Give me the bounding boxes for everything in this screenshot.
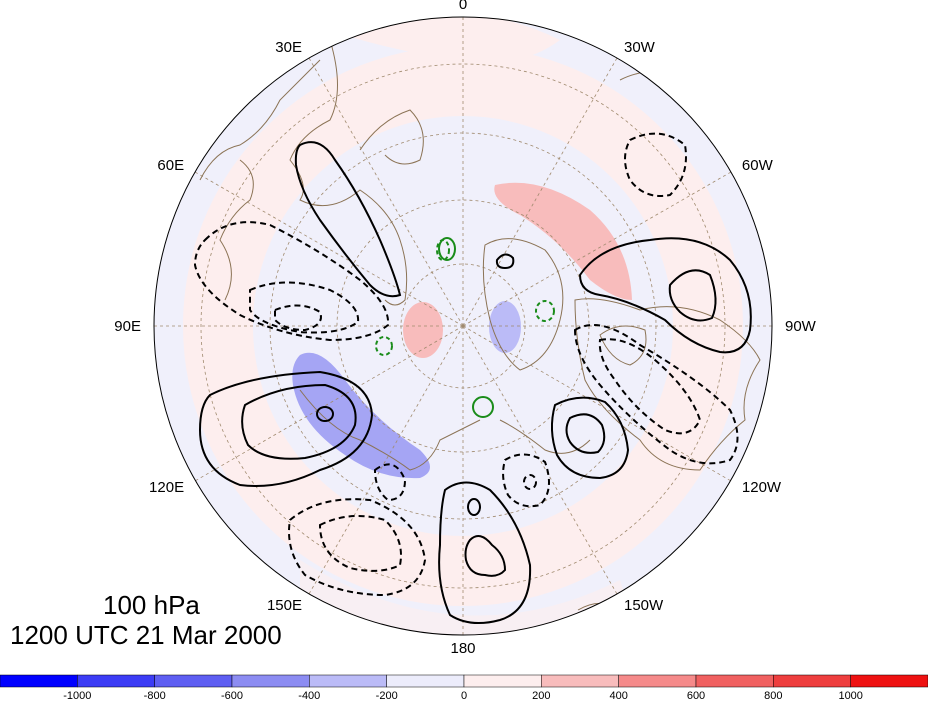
lon-label-60e: 60E bbox=[157, 157, 184, 174]
lon-label-30w: 30W bbox=[624, 39, 656, 56]
pos-contour-alaska-outer bbox=[551, 396, 630, 480]
colorbar-tick: -400 bbox=[298, 690, 321, 702]
colorbar-swatch bbox=[309, 674, 387, 688]
pos-contour-america-inner bbox=[668, 269, 717, 322]
colorbar-tick: 200 bbox=[532, 690, 551, 702]
colorbar-swatches bbox=[0, 674, 928, 688]
lon-label-150e: 150E bbox=[267, 597, 302, 614]
colorbar: -1000 -800 -600 -400 -200 0 200 400 600 800 1000 bbox=[0, 674, 928, 702]
positive-anomaly-atlantic bbox=[494, 182, 632, 300]
colorbar-swatch bbox=[231, 674, 310, 688]
colorbar-tick: 0 bbox=[460, 690, 468, 702]
pos-contour-pacific-small bbox=[467, 498, 481, 516]
pos-contour-asia-inner bbox=[316, 406, 334, 422]
colorbar-tick: 600 bbox=[686, 690, 706, 702]
coast-asia bbox=[299, 389, 481, 471]
colorbar-swatch bbox=[77, 674, 155, 688]
lon-label-120w: 120W bbox=[742, 479, 782, 496]
colorbar-swatch bbox=[618, 674, 697, 688]
colorbar-tick: -600 bbox=[220, 690, 244, 702]
pos-contour-pacific-outer bbox=[438, 481, 532, 625]
green-contours bbox=[375, 237, 555, 418]
pos-contour-pacific-inner bbox=[464, 535, 507, 577]
colorbar-swatch bbox=[463, 674, 542, 688]
lon-label-180: 180 bbox=[450, 640, 475, 657]
positive-ring bbox=[183, 46, 743, 606]
coast-baltic bbox=[219, 159, 254, 301]
lon-label-0: 0 bbox=[459, 0, 467, 13]
colorbar-swatch bbox=[386, 674, 465, 688]
colorbar-tick: -1000 bbox=[63, 690, 92, 702]
coast-hudson-bay bbox=[599, 325, 647, 366]
pos-contour-greenland-small bbox=[495, 253, 515, 270]
lon-label-150w: 150W bbox=[624, 597, 664, 614]
colorbar-swatch bbox=[541, 674, 619, 688]
colorbar-swatch bbox=[695, 674, 774, 688]
coast-europe bbox=[289, 39, 408, 306]
negative-anomaly-center bbox=[489, 301, 521, 353]
coast-scandinavia bbox=[359, 109, 424, 165]
colorbar-swatch bbox=[773, 674, 851, 688]
pos-contour-asia-mid bbox=[241, 383, 357, 460]
colorbar-swatch bbox=[0, 674, 78, 688]
colorbar-swatch bbox=[850, 674, 928, 688]
negative-anomaly-east-asia bbox=[292, 352, 430, 479]
pos-contour-europe bbox=[294, 141, 402, 298]
colorbar-tick: 800 bbox=[764, 690, 783, 702]
polar-map: 0 30W 60W 90W 120W 150W 180 150E 120E 90E 60E 30E bbox=[114, 0, 816, 657]
pos-contour-america-outer bbox=[578, 237, 752, 354]
lon-label-30e: 30E bbox=[275, 39, 302, 56]
positive-anomaly-center bbox=[403, 302, 443, 358]
map-boundary bbox=[153, 16, 773, 636]
positive-area-south bbox=[300, 560, 640, 635]
pos-contour-asia-outer bbox=[198, 370, 374, 487]
lon-label-90e: 90E bbox=[114, 318, 141, 335]
lon-label-90w: 90W bbox=[785, 318, 817, 335]
colorbar-tick: 1000 bbox=[838, 690, 863, 702]
pressure-level-label: 100 hPa bbox=[103, 590, 200, 620]
longitude-labels: 0 30W 60W 90W 120W 150W 180 150E 120E 90E 60E 30E bbox=[114, 0, 816, 657]
pos-contour-alaska-inner bbox=[565, 413, 606, 454]
valid-time-label: 1200 UTC 21 Mar 2000 bbox=[10, 620, 282, 650]
colorbar-tick: -200 bbox=[375, 690, 398, 702]
coast-greenland bbox=[482, 238, 564, 371]
lon-label-120e: 120E bbox=[149, 479, 184, 496]
contours bbox=[193, 132, 752, 625]
negative-contours bbox=[193, 132, 739, 597]
colorbar-tick: 400 bbox=[609, 690, 628, 702]
colorbar-tick: -800 bbox=[143, 690, 166, 702]
coast-west-europe bbox=[199, 59, 321, 181]
coast-north-america bbox=[574, 298, 761, 471]
lon-label-60w: 60W bbox=[742, 157, 774, 174]
colorbar-swatch bbox=[154, 674, 233, 688]
